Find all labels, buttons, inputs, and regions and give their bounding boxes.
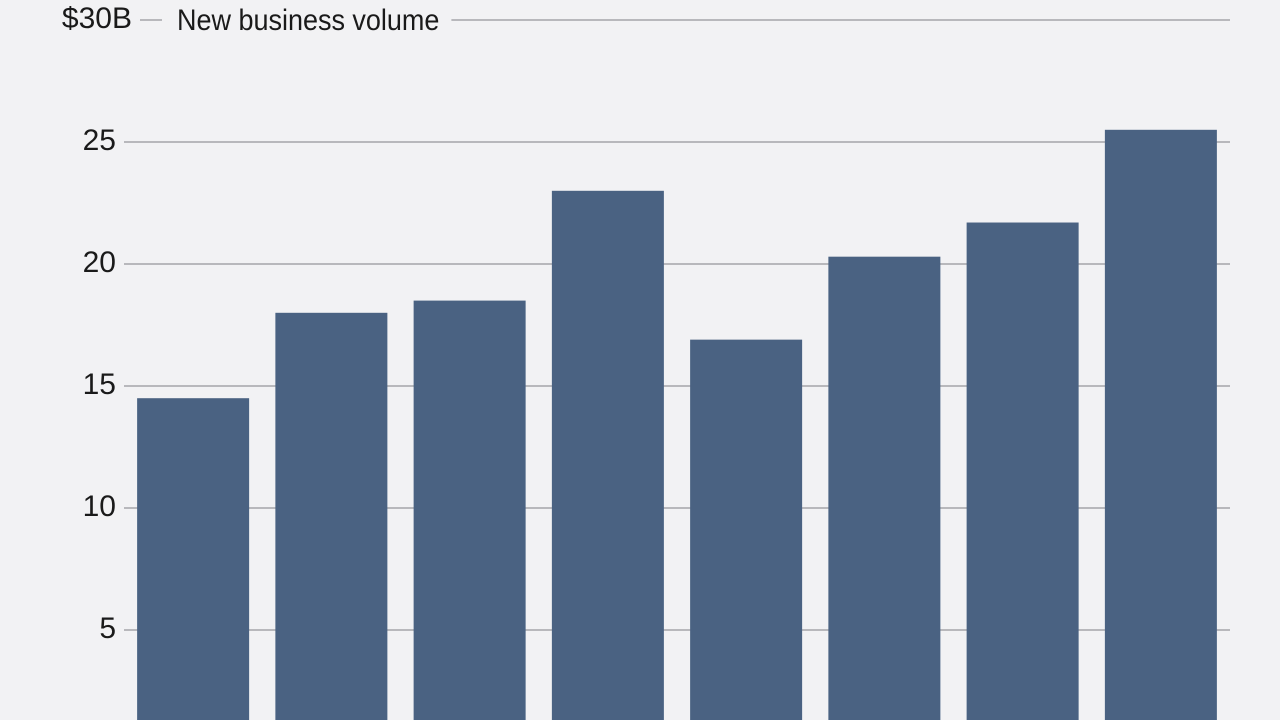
y-tick-label: 15	[83, 368, 116, 401]
bar	[690, 339, 803, 720]
bar	[275, 312, 388, 720]
y-tick-label: 10	[83, 490, 116, 523]
y-tick-label: 20	[83, 246, 116, 279]
bar	[966, 222, 1079, 720]
bar	[1104, 129, 1217, 720]
y-tick-label: 25	[83, 124, 116, 157]
bar	[828, 256, 941, 720]
bar	[413, 300, 526, 720]
chart-title: New business volume	[177, 4, 439, 38]
bar	[137, 398, 250, 720]
y-tick-label: $30B	[62, 2, 132, 35]
bar	[551, 190, 664, 720]
y-tick-label: 5	[99, 612, 116, 645]
